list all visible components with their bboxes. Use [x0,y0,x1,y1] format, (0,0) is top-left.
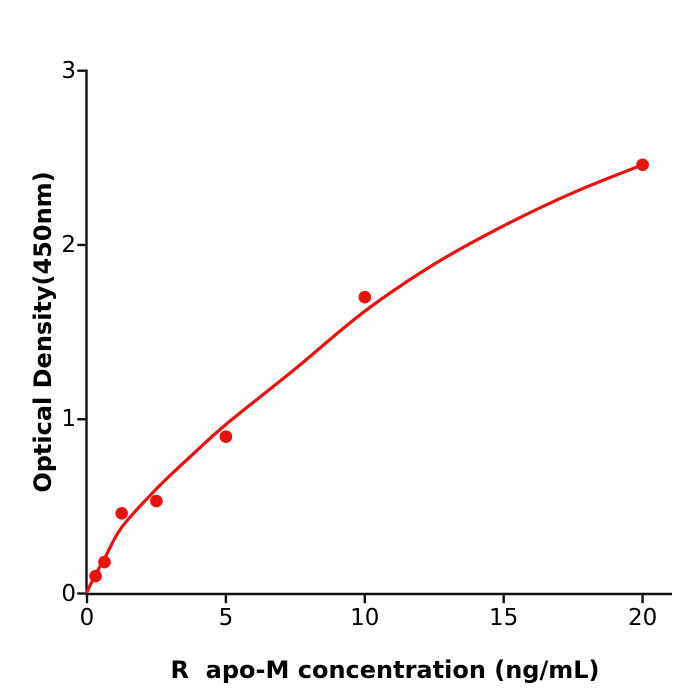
y-axis-title: Optical Density(450nm) [29,171,57,493]
data-point [150,494,163,508]
x-axis-title: R apo-M concentration (ng/mL) [170,656,600,684]
y-tick-label: 1 [61,406,76,433]
x-tick-label: 20 [627,605,658,631]
y-tick-label: 2 [61,231,76,258]
y-tick-label: 3 [61,57,76,84]
y-tick-label: 0 [61,580,76,607]
data-point [115,507,128,520]
fit-curve-line [85,163,645,594]
data-point [98,555,111,569]
data-point [89,569,102,583]
x-tick-label: 10 [350,605,380,631]
data-point [358,290,372,304]
x-tick-label: 15 [489,605,519,631]
data-point [636,158,649,172]
x-tick-label: 0 [79,605,95,631]
x-tick-label: 5 [218,605,234,631]
data-point [219,430,233,444]
